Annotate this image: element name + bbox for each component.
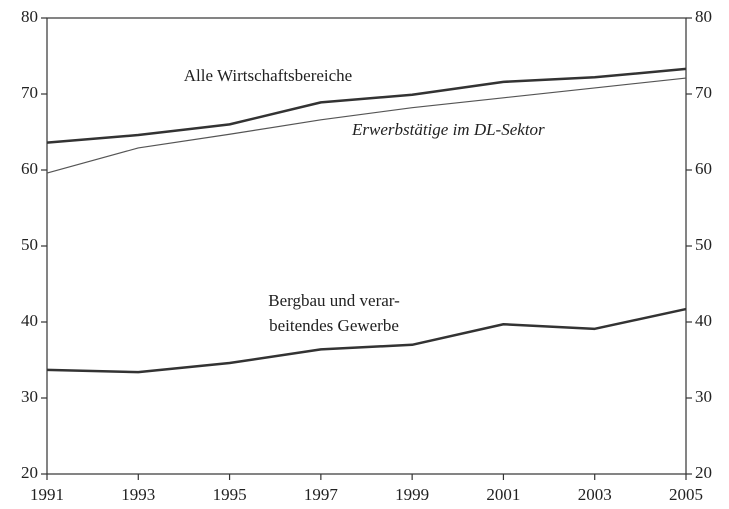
series-label: beitendes Gewerbe: [269, 316, 399, 335]
series-line: [46, 77, 687, 174]
y2-tick-label: 70: [695, 83, 712, 102]
y2-tick-label: 20: [695, 463, 712, 482]
y2-tick-label: 60: [695, 159, 712, 178]
plot-frame: [46, 17, 687, 475]
x-tick-label: 1997: [304, 485, 339, 504]
y-tick-label: 80: [21, 7, 38, 26]
y2-tick-label: 50: [695, 235, 712, 254]
y2-tick-label: 30: [695, 387, 712, 406]
x-tick-label: 2005: [669, 485, 703, 504]
series-label: Bergbau und verar-: [268, 291, 400, 310]
y-tick-label: 30: [21, 387, 38, 406]
y-tick-label: 20: [21, 463, 38, 482]
x-tick-label: 1993: [121, 485, 155, 504]
series-line: [46, 307, 687, 374]
x-tick-label: 2001: [486, 485, 520, 504]
y2-tick-label: 40: [695, 311, 712, 330]
series-line: [46, 67, 687, 144]
series-label: Alle Wirtschaftsbereiche: [184, 66, 352, 85]
y-tick-label: 40: [21, 311, 38, 330]
x-tick-label: 1995: [213, 485, 247, 504]
x-tick-label: 2003: [578, 485, 612, 504]
x-tick-label: 1991: [30, 485, 64, 504]
x-tick-label: 1999: [395, 485, 429, 504]
y-tick-label: 50: [21, 235, 38, 254]
y2-tick-label: 80: [695, 7, 712, 26]
series-label: Erwerbstätige im DL-Sektor: [351, 120, 545, 139]
y-tick-label: 70: [21, 83, 38, 102]
y-tick-label: 60: [21, 159, 38, 178]
